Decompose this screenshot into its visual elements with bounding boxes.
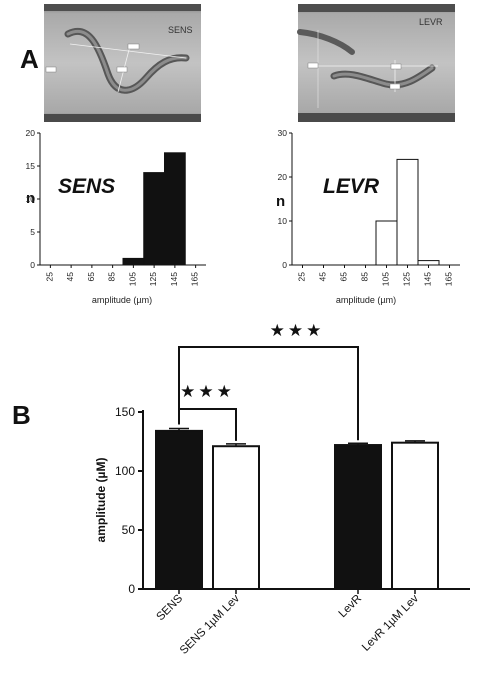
y-tick-label: 30 <box>278 128 288 138</box>
panel-b-letter: B <box>12 400 31 430</box>
x-tick-label: 165 <box>190 272 200 286</box>
x-tick-label: 45 <box>318 272 328 282</box>
histogram-bar <box>122 257 145 266</box>
histogram-sens-x-axis-label: amplitude (µm) <box>92 295 152 305</box>
worm-photo-levr: LEVR <box>297 4 455 122</box>
x-tick-label: 25 <box>297 272 307 282</box>
x-tick-label: 105 <box>127 272 137 286</box>
y-tick-label: 20 <box>278 172 288 182</box>
amplitude-bar <box>334 444 382 591</box>
x-tick-label: 165 <box>444 272 454 286</box>
y-tick-label: 0 <box>282 260 287 270</box>
histogram-bar <box>375 220 398 266</box>
x-tick-label: 65 <box>86 272 96 282</box>
significance-bracket <box>178 346 359 441</box>
histogram-sens-y-axis-label: n <box>26 190 35 207</box>
photo-label-sens: SENS <box>168 25 193 35</box>
histogram-bar <box>417 260 440 266</box>
x-tick-label: 125 <box>402 272 412 286</box>
y-tick-label: 20 <box>26 128 36 138</box>
histogram-levr: LEVR n amplitude (µm) 0 10 20 30 25 45 65 85 105… <box>276 128 460 305</box>
x-tick-label: 145 <box>423 272 433 286</box>
y-tick-label: 10 <box>278 216 288 226</box>
x-category-label: LevR 1µM Lev <box>360 592 421 653</box>
y-tick-label: 10 <box>26 194 36 204</box>
y-tick-label: 15 <box>26 161 36 171</box>
y-tick-label: 150 <box>115 405 135 419</box>
y-tick-label: 5 <box>30 227 35 237</box>
histogram-bar <box>164 152 186 266</box>
x-category-label: SENS <box>154 592 185 623</box>
histogram-sens: SENS n amplitude (µm) 0 5 10 15 20 25 45 65 85 10… <box>26 128 206 305</box>
amplitude-bar <box>391 441 439 590</box>
histogram-bar <box>396 158 419 266</box>
x-tick-label: 125 <box>148 272 158 286</box>
bar-chart-y-axis-label: amplitude (µM) <box>94 458 108 543</box>
panel-a-letter: A <box>20 44 39 74</box>
x-tick-label: 25 <box>44 272 54 282</box>
histogram-sens-overlay-label: SENS <box>58 175 115 198</box>
histogram-bar <box>143 172 165 266</box>
y-tick-label: 50 <box>122 523 136 537</box>
x-tick-label: 45 <box>65 272 75 282</box>
worm-photo-sens: SENS <box>44 4 201 122</box>
x-tick-label: 145 <box>169 272 179 286</box>
x-category-label: SENS 1µM Lev <box>178 592 242 656</box>
y-tick-label: 0 <box>30 260 35 270</box>
x-tick-label: 85 <box>360 272 370 282</box>
histogram-levr-y-axis-label: n <box>276 193 285 210</box>
y-tick-label: 100 <box>115 464 135 478</box>
significance-stars: ★★★ <box>270 321 325 341</box>
x-tick-label: 65 <box>339 272 349 282</box>
amplitude-bar <box>212 445 260 590</box>
x-tick-label: 105 <box>381 272 391 286</box>
histogram-levr-overlay-label: LEVR <box>323 175 380 198</box>
amplitude-bar <box>155 429 203 590</box>
photo-label-levr: LEVR <box>419 17 443 27</box>
y-tick-label: 0 <box>128 582 135 596</box>
histogram-levr-x-axis-label: amplitude (µm) <box>336 295 396 305</box>
significance-stars: ★★★ <box>180 382 235 402</box>
x-tick-label: 85 <box>107 272 117 282</box>
x-category-label: LevR <box>337 593 364 620</box>
